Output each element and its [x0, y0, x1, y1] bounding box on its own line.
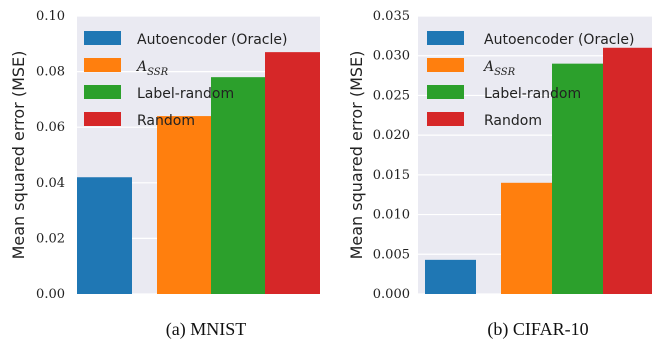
y-tick-label: 0.035 [373, 9, 410, 24]
y-tick-label: 0.06 [36, 120, 65, 135]
legend-label-oracle: Autoencoder (Oracle) [484, 32, 634, 48]
y-tick-label: 0.030 [373, 49, 410, 64]
caption-cifar10: (b) CIFAR-10 [487, 319, 588, 340]
y-tick-label: 0.010 [373, 208, 410, 223]
bar-oracle [77, 177, 132, 294]
bar-random [603, 47, 652, 295]
bar-assr [157, 116, 211, 294]
legend: Autoencoder (Oracle) ASSR Label-random R… [427, 31, 634, 129]
legend-label-random: Random [137, 113, 195, 129]
y-tick-label: 0.005 [373, 247, 410, 262]
bar-assr [501, 182, 552, 294]
bar-label-random [211, 77, 265, 294]
legend-swatch-oracle [427, 31, 464, 45]
y-tick-label: 0.10 [36, 9, 65, 24]
legend-label-oracle: Autoencoder (Oracle) [137, 32, 287, 48]
y-axis-label: Mean squared error (MSE) [347, 51, 366, 260]
legend-swatch-random [84, 112, 121, 126]
legend-label-random: Random [484, 113, 542, 129]
y-tick-label: 0.015 [373, 168, 410, 183]
legend-swatch-oracle [84, 31, 121, 45]
legend-swatch-assr [84, 58, 121, 72]
legend-swatch-label-random [84, 85, 121, 99]
bar-oracle [425, 259, 476, 294]
legend-label-assr: ASSR [135, 59, 169, 78]
panel-cifar10: 0.000 0.005 0.010 0.015 0.020 0.025 0.030 0.035… [347, 9, 652, 340]
legend-swatch-random [427, 112, 464, 126]
bar-random [265, 52, 320, 294]
y-tick-label: 0.000 [373, 287, 410, 302]
y-tick-label: 0.020 [373, 128, 410, 143]
legend: Autoencoder (Oracle) ASSR Label-random R… [84, 31, 287, 129]
y-tick-label: 0.00 [36, 287, 65, 302]
legend-label-label-random: Label-random [137, 86, 234, 102]
y-axis-label: Mean squared error (MSE) [9, 51, 28, 260]
legend-swatch-assr [427, 58, 464, 72]
y-tick-label: 0.02 [36, 231, 65, 246]
y-tick-label: 0.08 [36, 65, 65, 80]
caption-mnist: (a) MNIST [166, 319, 246, 340]
legend-swatch-label-random [427, 85, 464, 99]
legend-label-label-random: Label-random [484, 86, 581, 102]
bar-label-random [552, 63, 603, 295]
y-tick-label: 0.04 [36, 176, 65, 191]
panel-mnist: 0.00 0.02 0.04 0.06 0.08 0.10 Mean squared er… [9, 9, 320, 340]
y-tick-label: 0.025 [373, 88, 410, 103]
legend-label-assr: ASSR [482, 59, 516, 78]
